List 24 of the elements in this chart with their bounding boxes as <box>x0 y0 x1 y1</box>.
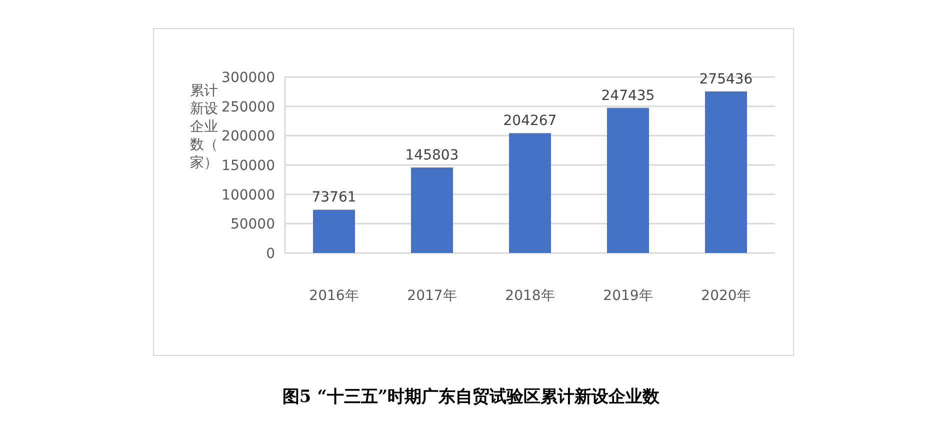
x-tick-label: 2017年 <box>407 288 457 304</box>
text: 图5 “十三五”时期广东自贸试验区累计新设企业数 <box>282 387 661 407</box>
y-tick-label: 100000 <box>222 187 275 204</box>
data-label: 145803 <box>405 147 459 164</box>
y-tick-label: 200000 <box>222 128 275 145</box>
bar <box>705 91 747 253</box>
y-tick-label: 250000 <box>222 99 275 116</box>
bar <box>607 108 649 253</box>
y-tick-label: 150000 <box>222 158 275 174</box>
bar <box>509 133 551 253</box>
y-tick-label: 0 <box>266 246 275 262</box>
data-label: 247435 <box>601 88 655 104</box>
bar <box>411 167 453 253</box>
x-tick-label: 2018年 <box>505 288 555 304</box>
y-tick-label: 300000 <box>222 70 275 86</box>
bar <box>313 210 355 253</box>
data-label: 275436 <box>699 71 753 88</box>
y-tick-label: 50000 <box>230 216 275 233</box>
x-tick-label: 2016年 <box>309 288 359 304</box>
x-tick-label: 2019年 <box>603 288 653 304</box>
data-label: 204267 <box>503 113 557 130</box>
y-axis-title: 累计新设企业数（家） <box>190 83 218 171</box>
x-tick-label: 2020年 <box>701 288 751 304</box>
data-label: 73761 <box>312 190 356 206</box>
